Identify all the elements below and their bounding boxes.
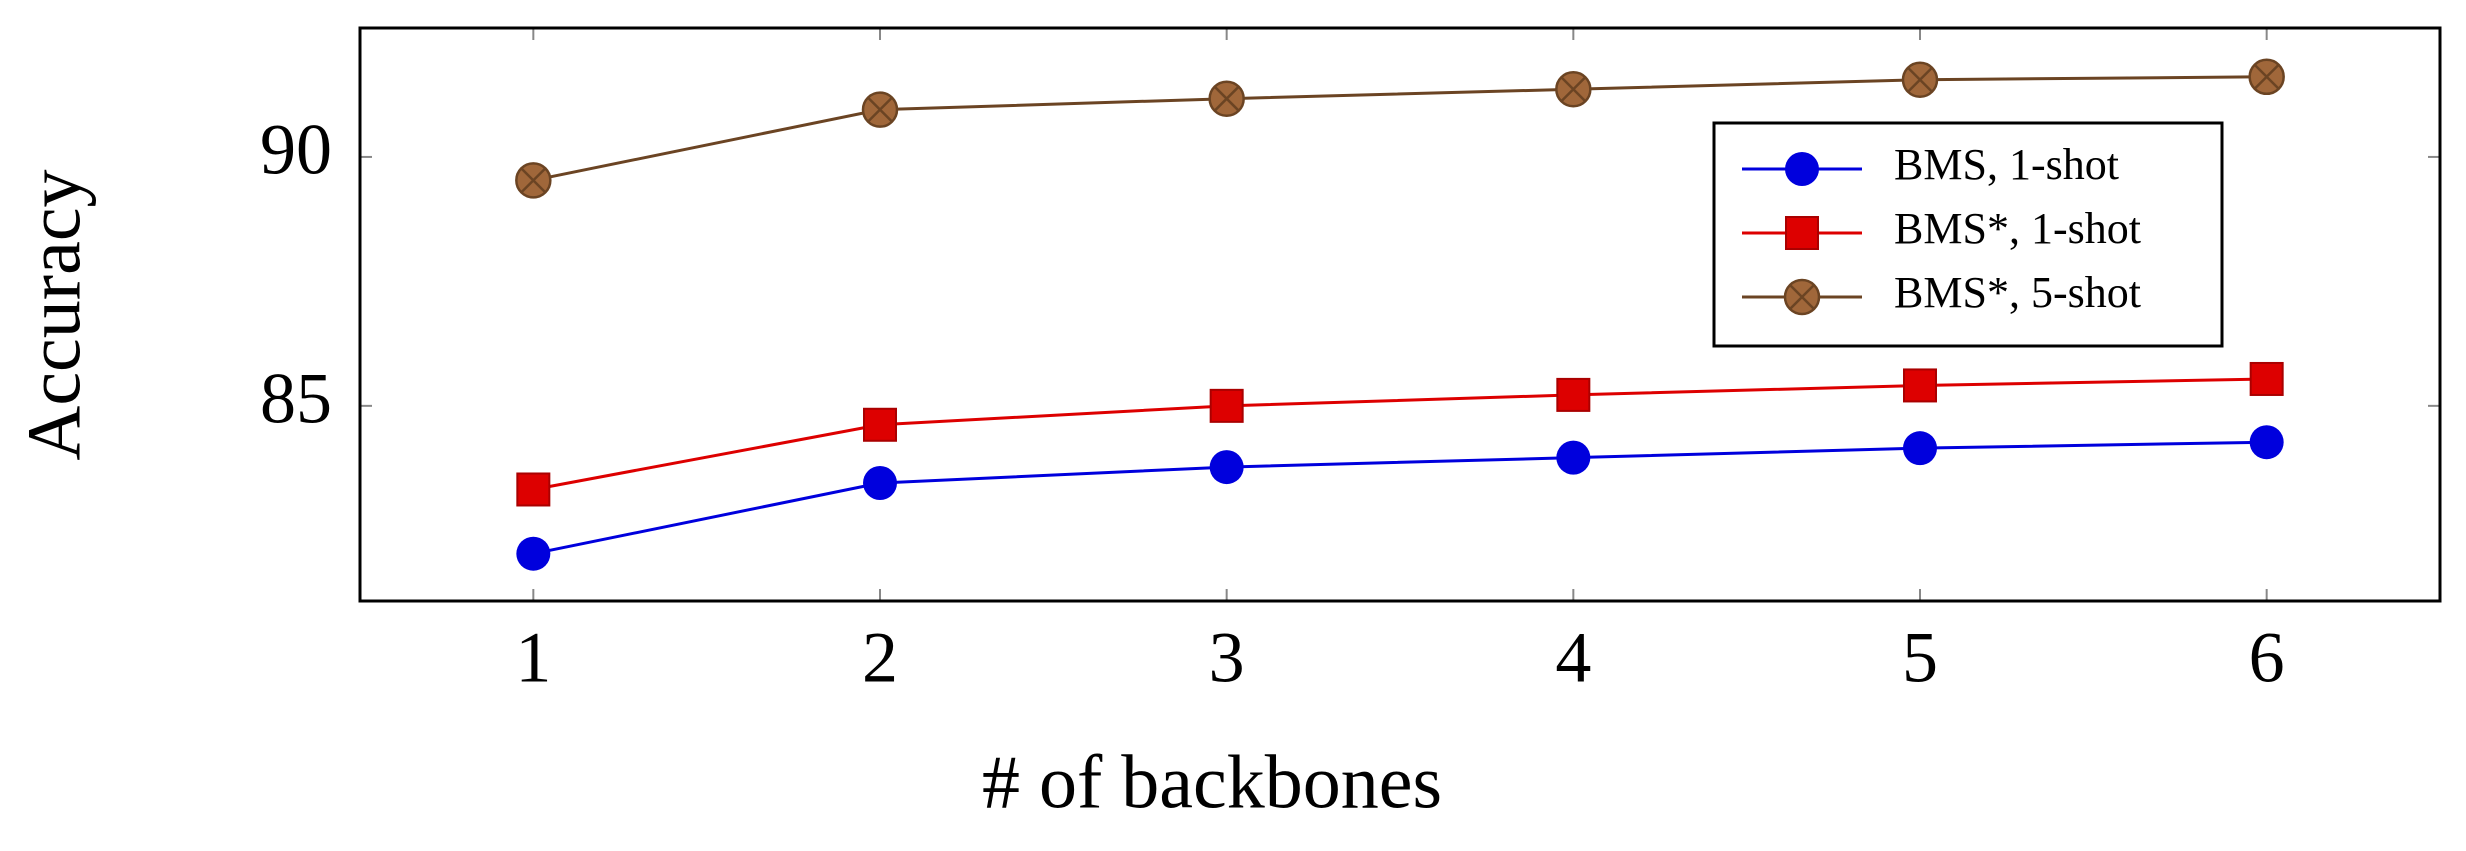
series-line (533, 377, 2267, 491)
plot-frame (358, 26, 2442, 603)
marker-cross (520, 167, 547, 194)
legend-marker (1785, 152, 1819, 186)
x-tick-label: 3 (1209, 618, 1245, 698)
legend-label: BMS, 1-shot (1894, 140, 2119, 189)
marker (863, 466, 897, 501)
marker (1901, 61, 1939, 99)
marker-cross (1789, 284, 1815, 310)
marker (1903, 368, 1937, 403)
x-tick-label: 4 (1555, 618, 1591, 698)
series-line (533, 75, 2267, 182)
legend-label: BMS*, 5-shot (1894, 268, 2141, 317)
marker (2248, 58, 2285, 96)
x-tick-label: 2 (862, 618, 898, 698)
marker (1208, 80, 1245, 117)
marker (1903, 431, 1937, 466)
x-tick-label: 5 (1902, 618, 1938, 698)
y-axis-title: Accuracy (12, 169, 96, 460)
marker (1556, 377, 1591, 412)
marker-cross (1560, 76, 1587, 103)
legend-marker (1785, 216, 1819, 250)
marker (1209, 450, 1244, 485)
marker (863, 407, 897, 442)
marker (515, 162, 552, 199)
marker (1555, 70, 1592, 108)
marker (516, 472, 551, 507)
series-line (533, 440, 2267, 556)
x-tick-label: 6 (2249, 618, 2285, 698)
marker (516, 536, 551, 571)
legend-marker (1783, 278, 1821, 316)
marker (2249, 361, 2284, 396)
x-tick-label: 1 (515, 618, 551, 698)
y-tick-label: 85 (260, 358, 332, 438)
marker (1209, 388, 1244, 423)
marker (1556, 440, 1591, 475)
y-tick-label: 90 (260, 109, 332, 189)
x-axis-title: # of backbones (982, 740, 1442, 824)
legend-label: BMS*, 1-shot (1894, 204, 2141, 253)
marker-cross (867, 96, 893, 123)
marker-cross (2253, 63, 2280, 90)
marker (2249, 425, 2284, 460)
marker (861, 91, 899, 128)
marker-cross (1213, 85, 1240, 112)
marker-cross (1907, 66, 1933, 93)
